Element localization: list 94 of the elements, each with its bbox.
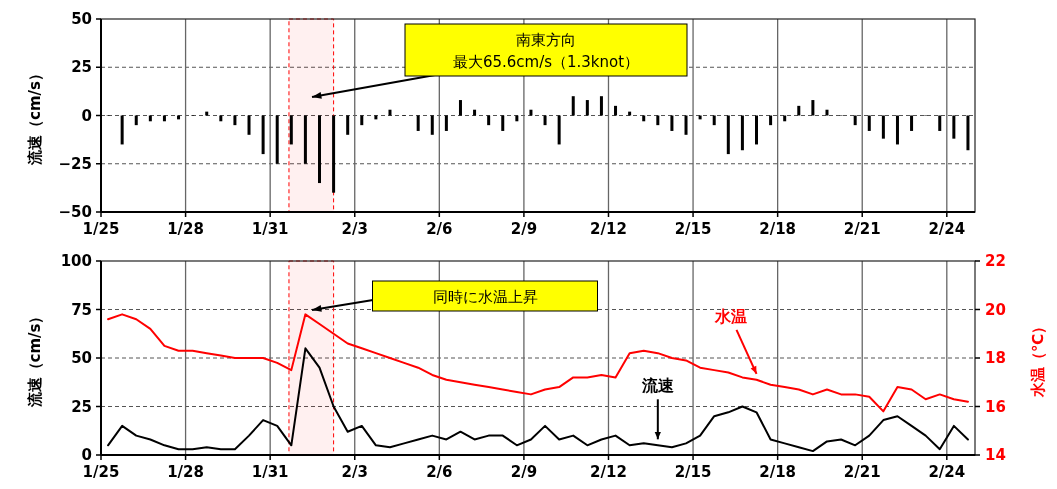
y-tick-label: 0 <box>81 446 92 464</box>
bar <box>134 115 138 126</box>
y2-tick-label: 18 <box>985 349 1006 367</box>
bar <box>261 115 265 155</box>
bar <box>557 115 561 145</box>
bar <box>726 115 730 155</box>
bar <box>853 115 857 126</box>
text: 流速 <box>640 376 675 396</box>
bar <box>360 115 364 126</box>
bar <box>952 115 956 139</box>
bar <box>684 115 688 135</box>
x-tick-label: 2/3 <box>341 463 368 481</box>
bar <box>416 115 420 131</box>
x-tick-label: 2/21 <box>843 220 881 238</box>
x-tick-label: 2/9 <box>510 463 538 481</box>
x-tick-label: 2/24 <box>928 220 966 238</box>
bar <box>529 109 533 116</box>
bar <box>332 115 336 193</box>
y-tick-label: 0 <box>81 106 92 125</box>
bar <box>867 115 871 131</box>
bar <box>487 115 491 126</box>
bar <box>247 115 251 135</box>
bar <box>501 115 505 131</box>
bar <box>825 109 829 116</box>
bar <box>120 115 124 145</box>
bar <box>881 115 885 139</box>
bar <box>599 96 603 116</box>
y-tick-label: 50 <box>71 349 92 367</box>
bar <box>585 100 589 116</box>
x-tick-label: 1/25 <box>82 220 120 238</box>
x-tick-label: 1/25 <box>82 463 120 481</box>
bar <box>614 105 618 116</box>
bar <box>910 115 914 131</box>
bar <box>458 100 462 116</box>
bar <box>811 100 815 116</box>
y2-tick-label: 14 <box>985 446 1006 464</box>
text: 水温 <box>713 306 747 326</box>
x-tick-label: 2/6 <box>426 463 453 481</box>
x-tick-label: 2/18 <box>759 220 797 238</box>
y2-axis-title: 水温（℃） <box>1029 318 1047 399</box>
bar <box>430 115 434 135</box>
x-tick-label: 1/28 <box>167 220 204 238</box>
y-tick-label: −25 <box>58 154 92 173</box>
annotation: 同時に水温上昇 <box>432 288 538 306</box>
annotation: 南東方向 <box>516 31 576 49</box>
bar <box>275 115 279 164</box>
x-tick-label: 2/18 <box>759 463 797 481</box>
x-tick-label: 2/3 <box>341 220 368 238</box>
bar <box>205 111 209 116</box>
y-tick-label: 50 <box>71 10 92 28</box>
bar <box>938 115 942 131</box>
x-tick-label: 2/15 <box>674 220 712 238</box>
y2-tick-label: 16 <box>985 397 1006 416</box>
x-tick-label: 2/24 <box>928 463 966 481</box>
bar <box>966 115 970 151</box>
x-tick-label: 1/31 <box>251 220 289 238</box>
y-tick-label: 25 <box>71 397 92 416</box>
y2-tick-label: 22 <box>985 252 1006 270</box>
bar <box>755 115 758 145</box>
y-axis-title: 流速（cm/s） <box>26 308 44 409</box>
line-series <box>107 347 969 453</box>
x-tick-label: 1/28 <box>167 463 204 481</box>
bar <box>289 115 293 145</box>
x-tick-label: 2/21 <box>843 463 881 481</box>
bar <box>895 115 899 145</box>
bar <box>473 109 477 116</box>
y-tick-label: 75 <box>71 300 92 319</box>
y-axis-title: 流速（cm/s） <box>26 66 44 166</box>
y2-tick-label: 20 <box>985 300 1006 319</box>
x-tick-label: 2/6 <box>426 220 453 238</box>
annotation: 最大65.6cm/s（1.3knot） <box>452 53 640 71</box>
bar <box>740 115 744 151</box>
y-tick-label: −50 <box>58 203 92 221</box>
bar <box>388 109 392 116</box>
bar <box>571 96 575 116</box>
bar <box>543 115 547 126</box>
x-tick-label: 2/9 <box>510 220 538 238</box>
y-tick-label: 100 <box>60 252 92 270</box>
x-tick-label: 2/12 <box>590 220 627 238</box>
bar <box>444 115 448 131</box>
x-tick-label: 2/12 <box>590 463 627 481</box>
bar <box>318 115 321 184</box>
bar <box>303 115 307 164</box>
bar <box>670 115 674 131</box>
bar <box>797 105 801 116</box>
bar <box>769 115 773 126</box>
bar <box>628 111 632 116</box>
bar <box>656 115 660 126</box>
bar <box>233 115 237 126</box>
bar <box>346 115 350 135</box>
y-tick-label: 25 <box>71 58 92 77</box>
bar <box>712 115 716 126</box>
x-tick-label: 2/15 <box>674 463 712 481</box>
x-tick-label: 1/31 <box>251 463 289 481</box>
